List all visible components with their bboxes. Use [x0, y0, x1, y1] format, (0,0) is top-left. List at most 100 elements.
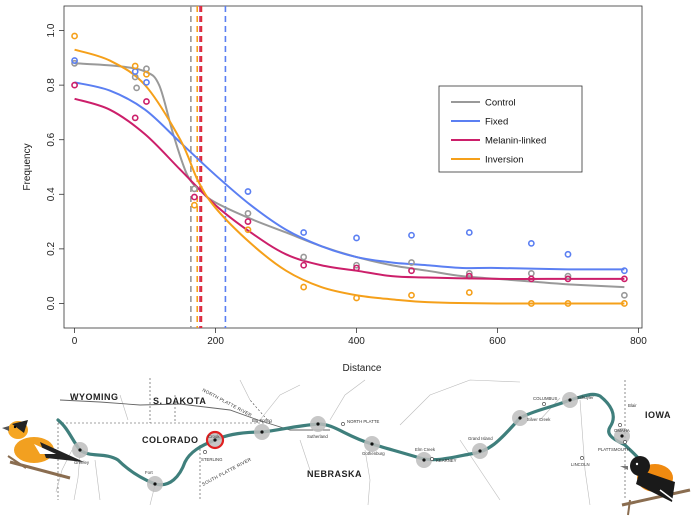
point-inversion [191, 201, 198, 209]
town-sterling: STERLING [201, 457, 223, 462]
curve-melanin-linked [74, 97, 625, 280]
point-inversion [527, 300, 535, 307]
center-lines [190, 6, 227, 328]
point-melanin-linked [131, 114, 139, 122]
point-inversion [465, 289, 473, 296]
legend-label-inversion: Inversion [485, 155, 524, 166]
x-tick-label: 0 [72, 336, 78, 347]
point-melanin-linked [527, 275, 535, 283]
y-tick-label: 0.6 [46, 132, 57, 146]
point-inversion [620, 300, 628, 307]
y-tick-label: 0.2 [46, 241, 57, 255]
point-inversion [244, 226, 252, 234]
legend-label-melanin-linked: Melanin-linked [485, 136, 546, 147]
town-columbus: COLUMBUS [533, 396, 557, 401]
site-dot [78, 448, 82, 452]
town-kearney: KEARNEY [436, 458, 457, 463]
site-label-fort: Fort [145, 470, 153, 475]
point-melanin-linked [191, 193, 198, 201]
point-control [300, 253, 308, 261]
site-dot [478, 449, 482, 453]
point-fixed [131, 68, 139, 75]
point-fixed [353, 234, 360, 242]
x-axis-label: Distance [343, 363, 382, 374]
map: WYOMING S. DAKOTA COLORADO NEBRASKA IOWA… [2, 378, 691, 516]
site-label-schuyler: Schuyler [577, 395, 594, 400]
y-tick-label: 0.0 [46, 296, 57, 310]
point-melanin-linked [620, 275, 628, 283]
point-melanin-linked [353, 264, 360, 272]
site-dot [620, 434, 624, 438]
point-melanin-linked [408, 267, 415, 275]
point-control [620, 291, 628, 299]
x-tick-label: 400 [348, 336, 365, 347]
x-tick-label: 600 [489, 336, 506, 347]
point-control [527, 270, 535, 277]
state-nebraska: NEBRASKA [307, 469, 362, 479]
cline-curves [74, 48, 625, 305]
point-melanin-linked [244, 218, 252, 225]
y-tick-label: 0.4 [46, 187, 57, 201]
y-tick-label: 1.0 [46, 23, 57, 37]
town-plattsmouth: PLATTSMOUTH [598, 447, 630, 452]
point-control [244, 209, 252, 217]
point-fixed [244, 188, 252, 195]
point-melanin-linked [143, 98, 150, 105]
site-label-crook: Crook [208, 434, 220, 439]
site-dot [316, 422, 320, 426]
site-dot [153, 482, 157, 486]
point-inversion [300, 283, 308, 291]
site-dot [213, 438, 217, 442]
point-inversion [564, 300, 572, 307]
site-label-silver-creek: Silver Creek [527, 417, 551, 422]
point-control [143, 65, 150, 73]
y-axis-label: Frequency [22, 143, 33, 190]
point-inversion [353, 294, 360, 302]
axes: 0 200 400 600 800 0.0 0.2 0.4 0.6 0.8 1.0 [46, 23, 647, 347]
town-north-platte: NORTH PLATTE [347, 419, 379, 424]
town-lincoln: LINCOLN [571, 462, 590, 467]
town-omaha: OMAHA [614, 428, 630, 433]
point-fixed [465, 229, 473, 236]
state-s-dakota: S. DAKOTA [153, 396, 206, 406]
site-label-elm-creek: Elm Creek [415, 447, 436, 452]
point-control [353, 261, 360, 269]
site-label-greeley: Greeley [74, 460, 90, 465]
y-tick-label: 0.8 [46, 78, 57, 92]
site-dot [568, 398, 572, 402]
point-melanin-linked [564, 275, 572, 283]
point-fixed [620, 267, 628, 275]
site-dot [260, 430, 264, 434]
point-control [191, 185, 198, 193]
point-fixed [408, 231, 415, 239]
point-control [465, 270, 473, 277]
point-inversion [408, 291, 415, 299]
x-tick-label: 200 [207, 336, 224, 347]
point-control [564, 272, 572, 280]
site-dot [518, 416, 522, 420]
curve-inversion [74, 48, 625, 305]
legend-label-control: Control [485, 98, 516, 109]
site-label-grand-island: Grand Island [468, 436, 493, 441]
state-wyoming: WYOMING [70, 392, 119, 402]
baltimore-oriole-illustration [620, 456, 691, 516]
point-fixed [300, 229, 308, 236]
point-inversion [131, 62, 139, 70]
legend-label-fixed: Fixed [485, 117, 508, 128]
site-dot [370, 442, 374, 446]
point-fixed [71, 57, 78, 64]
bullocks-oriole-illustration [2, 420, 84, 480]
crook-highlight [205, 430, 225, 450]
point-melanin-linked [465, 272, 473, 280]
river-north-platte: NORTH PLATTE RIVER [202, 387, 253, 418]
point-fixed [143, 79, 150, 86]
point-inversion [143, 70, 150, 78]
site-label-big-spring: Big Spring [252, 418, 272, 423]
point-fixed [564, 250, 572, 258]
legend: Control Fixed Melanin-linked Inversion [438, 85, 583, 173]
site-dot [422, 458, 426, 462]
state-iowa: IOWA [645, 410, 671, 420]
state-colorado: COLORADO [142, 435, 199, 445]
point-inversion [71, 32, 78, 40]
site-label-gothenburg: Gothenburg [362, 451, 385, 456]
